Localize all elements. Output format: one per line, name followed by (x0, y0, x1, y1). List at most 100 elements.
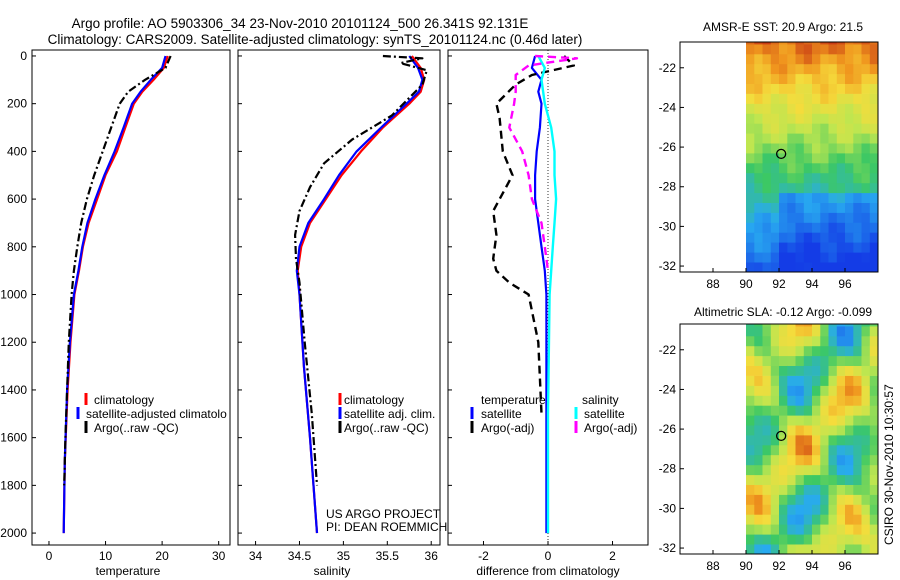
sla-map-cell (762, 425, 772, 436)
sla-map-cell (779, 365, 788, 376)
sst-map-cell (812, 42, 821, 45)
sst-map-cell (861, 222, 871, 233)
sst-map-cell (754, 252, 763, 263)
sla-map-cell (795, 464, 805, 476)
sla-map-cell (746, 415, 755, 426)
sst-map-cell (812, 93, 821, 104)
sst-map-cell (853, 73, 862, 84)
sla-map-cell (770, 365, 780, 376)
sst-map-cell (853, 182, 862, 194)
sla-map-cell (836, 355, 846, 366)
sst-map-cell (869, 202, 879, 213)
sst-map-cell (869, 153, 879, 164)
sst-map-cell (869, 53, 879, 65)
sst-map-cell (845, 202, 854, 213)
sst-map-cell (869, 172, 879, 184)
sst-map-cell (820, 123, 829, 134)
sla-map-cell (746, 484, 755, 495)
sla-map-cell (853, 385, 862, 396)
sst-map-xtick-label: 88 (706, 277, 720, 291)
sla-map-cell (869, 524, 879, 535)
sst-map-cell (836, 212, 846, 223)
sla-map-cell (812, 534, 821, 545)
sla-map-cell (820, 395, 829, 406)
salinity-panel-frame (237, 49, 441, 546)
sla-map-cell (836, 385, 846, 396)
sst-map-cell (795, 153, 805, 164)
sla-map-cell (787, 425, 796, 436)
sst-map-cell (754, 192, 763, 203)
sla-map-cell (812, 504, 821, 515)
sla-map-cell (795, 494, 805, 505)
sla-map-cell (828, 484, 838, 495)
sla-map-cell (836, 435, 846, 446)
sla-map-cell (828, 514, 838, 525)
sla-map-cell (845, 494, 854, 505)
sst-map-cell (795, 133, 805, 144)
sla-map-cell (869, 355, 879, 366)
sst-map-ytick-label: -30 (659, 219, 677, 233)
sst-map-cell (820, 83, 829, 94)
sst-float-marker (776, 148, 787, 159)
sst-map-cell (861, 93, 871, 104)
sst-map-cell (787, 262, 796, 273)
sst-map-cell (828, 93, 838, 104)
sla-map-xtick-label: 90 (739, 559, 753, 573)
sla-map-cell (770, 504, 780, 515)
sla-map-cell (812, 514, 821, 525)
sla-map-cell (795, 324, 805, 327)
sla-map-cell (853, 375, 862, 386)
sla-map-cell (869, 534, 879, 545)
sla-map-cell (746, 405, 755, 416)
sst-map-cell (861, 232, 871, 243)
sst-map-cell (787, 113, 796, 124)
sla-map-cell (853, 474, 862, 485)
sst-map-cell (787, 143, 796, 154)
sst-map-cell (787, 44, 796, 55)
sla-map-cell (770, 405, 780, 416)
sla-map-cell (762, 326, 772, 337)
sla-map-cell (853, 494, 862, 505)
sst-map-cell (795, 42, 805, 45)
sla-map-cell (746, 375, 755, 386)
sst-map-cell (770, 103, 780, 114)
sst-map-cell (762, 222, 772, 233)
sst-map-cell (828, 162, 838, 174)
sst-map-cell (820, 153, 829, 164)
sst-map-cell (803, 113, 813, 124)
sst-map-cell (779, 162, 788, 174)
sla-map-cell (762, 365, 772, 376)
sst-map-cell (861, 172, 871, 184)
sla-map-cell (828, 534, 838, 545)
sst-map-cell (754, 44, 763, 55)
sla-map-cell (869, 464, 879, 476)
sla-map-cell (754, 355, 763, 366)
sla-map-cell (754, 335, 763, 347)
temperature-xlabel: temperature (96, 564, 161, 578)
sla-map-cell (762, 385, 772, 396)
sla-map-cell (754, 326, 763, 337)
legend-temp-argo: Argo(..raw -QC) (94, 421, 179, 435)
sla-map-cell (762, 375, 772, 386)
sst-map-cell (754, 83, 763, 94)
sla-map-cell (803, 514, 813, 525)
difference-xtick-label: 2 (609, 549, 616, 563)
sst-map-cell (836, 252, 846, 263)
sla-map-cell (820, 415, 829, 426)
sla-map-cell (787, 524, 796, 535)
legend-temp-climatology: climatology (94, 393, 154, 407)
sst-map-cell (746, 123, 755, 134)
sst-map-cell (836, 172, 846, 184)
sla-map-cell (869, 405, 879, 416)
sla-map-cell (754, 435, 763, 446)
sla-map-cell (762, 544, 772, 555)
sla-map-cell (861, 494, 871, 505)
sla-map-xtick-label: 96 (838, 559, 852, 573)
sla-map-cell (787, 324, 796, 327)
temperature-series-satellite-adjusted-climatology (62, 55, 167, 534)
sla-map-cell (820, 494, 829, 505)
sla-map-cell (779, 454, 788, 466)
sst-map-cell (770, 73, 780, 84)
sst-map-cell (803, 192, 813, 203)
sst-map-cell (803, 232, 813, 243)
